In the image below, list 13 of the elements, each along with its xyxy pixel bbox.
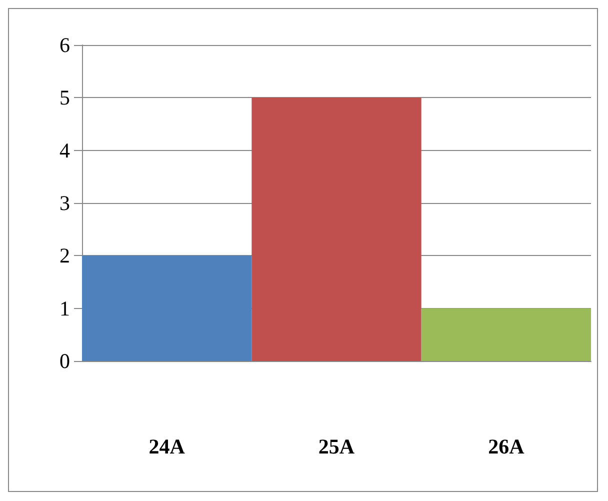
x-tick-label: 24A [148,434,186,458]
y-tick-label: 5 [60,86,70,110]
y-tick-label: 2 [60,244,70,268]
y-tick-label: 1 [60,296,70,320]
y-tick-label: 4 [60,138,70,162]
x-tick-label: 25A [318,434,356,458]
y-tick-label: 0 [60,349,70,373]
y-tick-label: 3 [60,191,70,215]
y-tick-label: 6 [60,33,70,57]
bar [421,308,591,361]
bar [252,98,422,361]
x-tick-label: 26A [488,434,526,458]
bar [82,256,252,361]
